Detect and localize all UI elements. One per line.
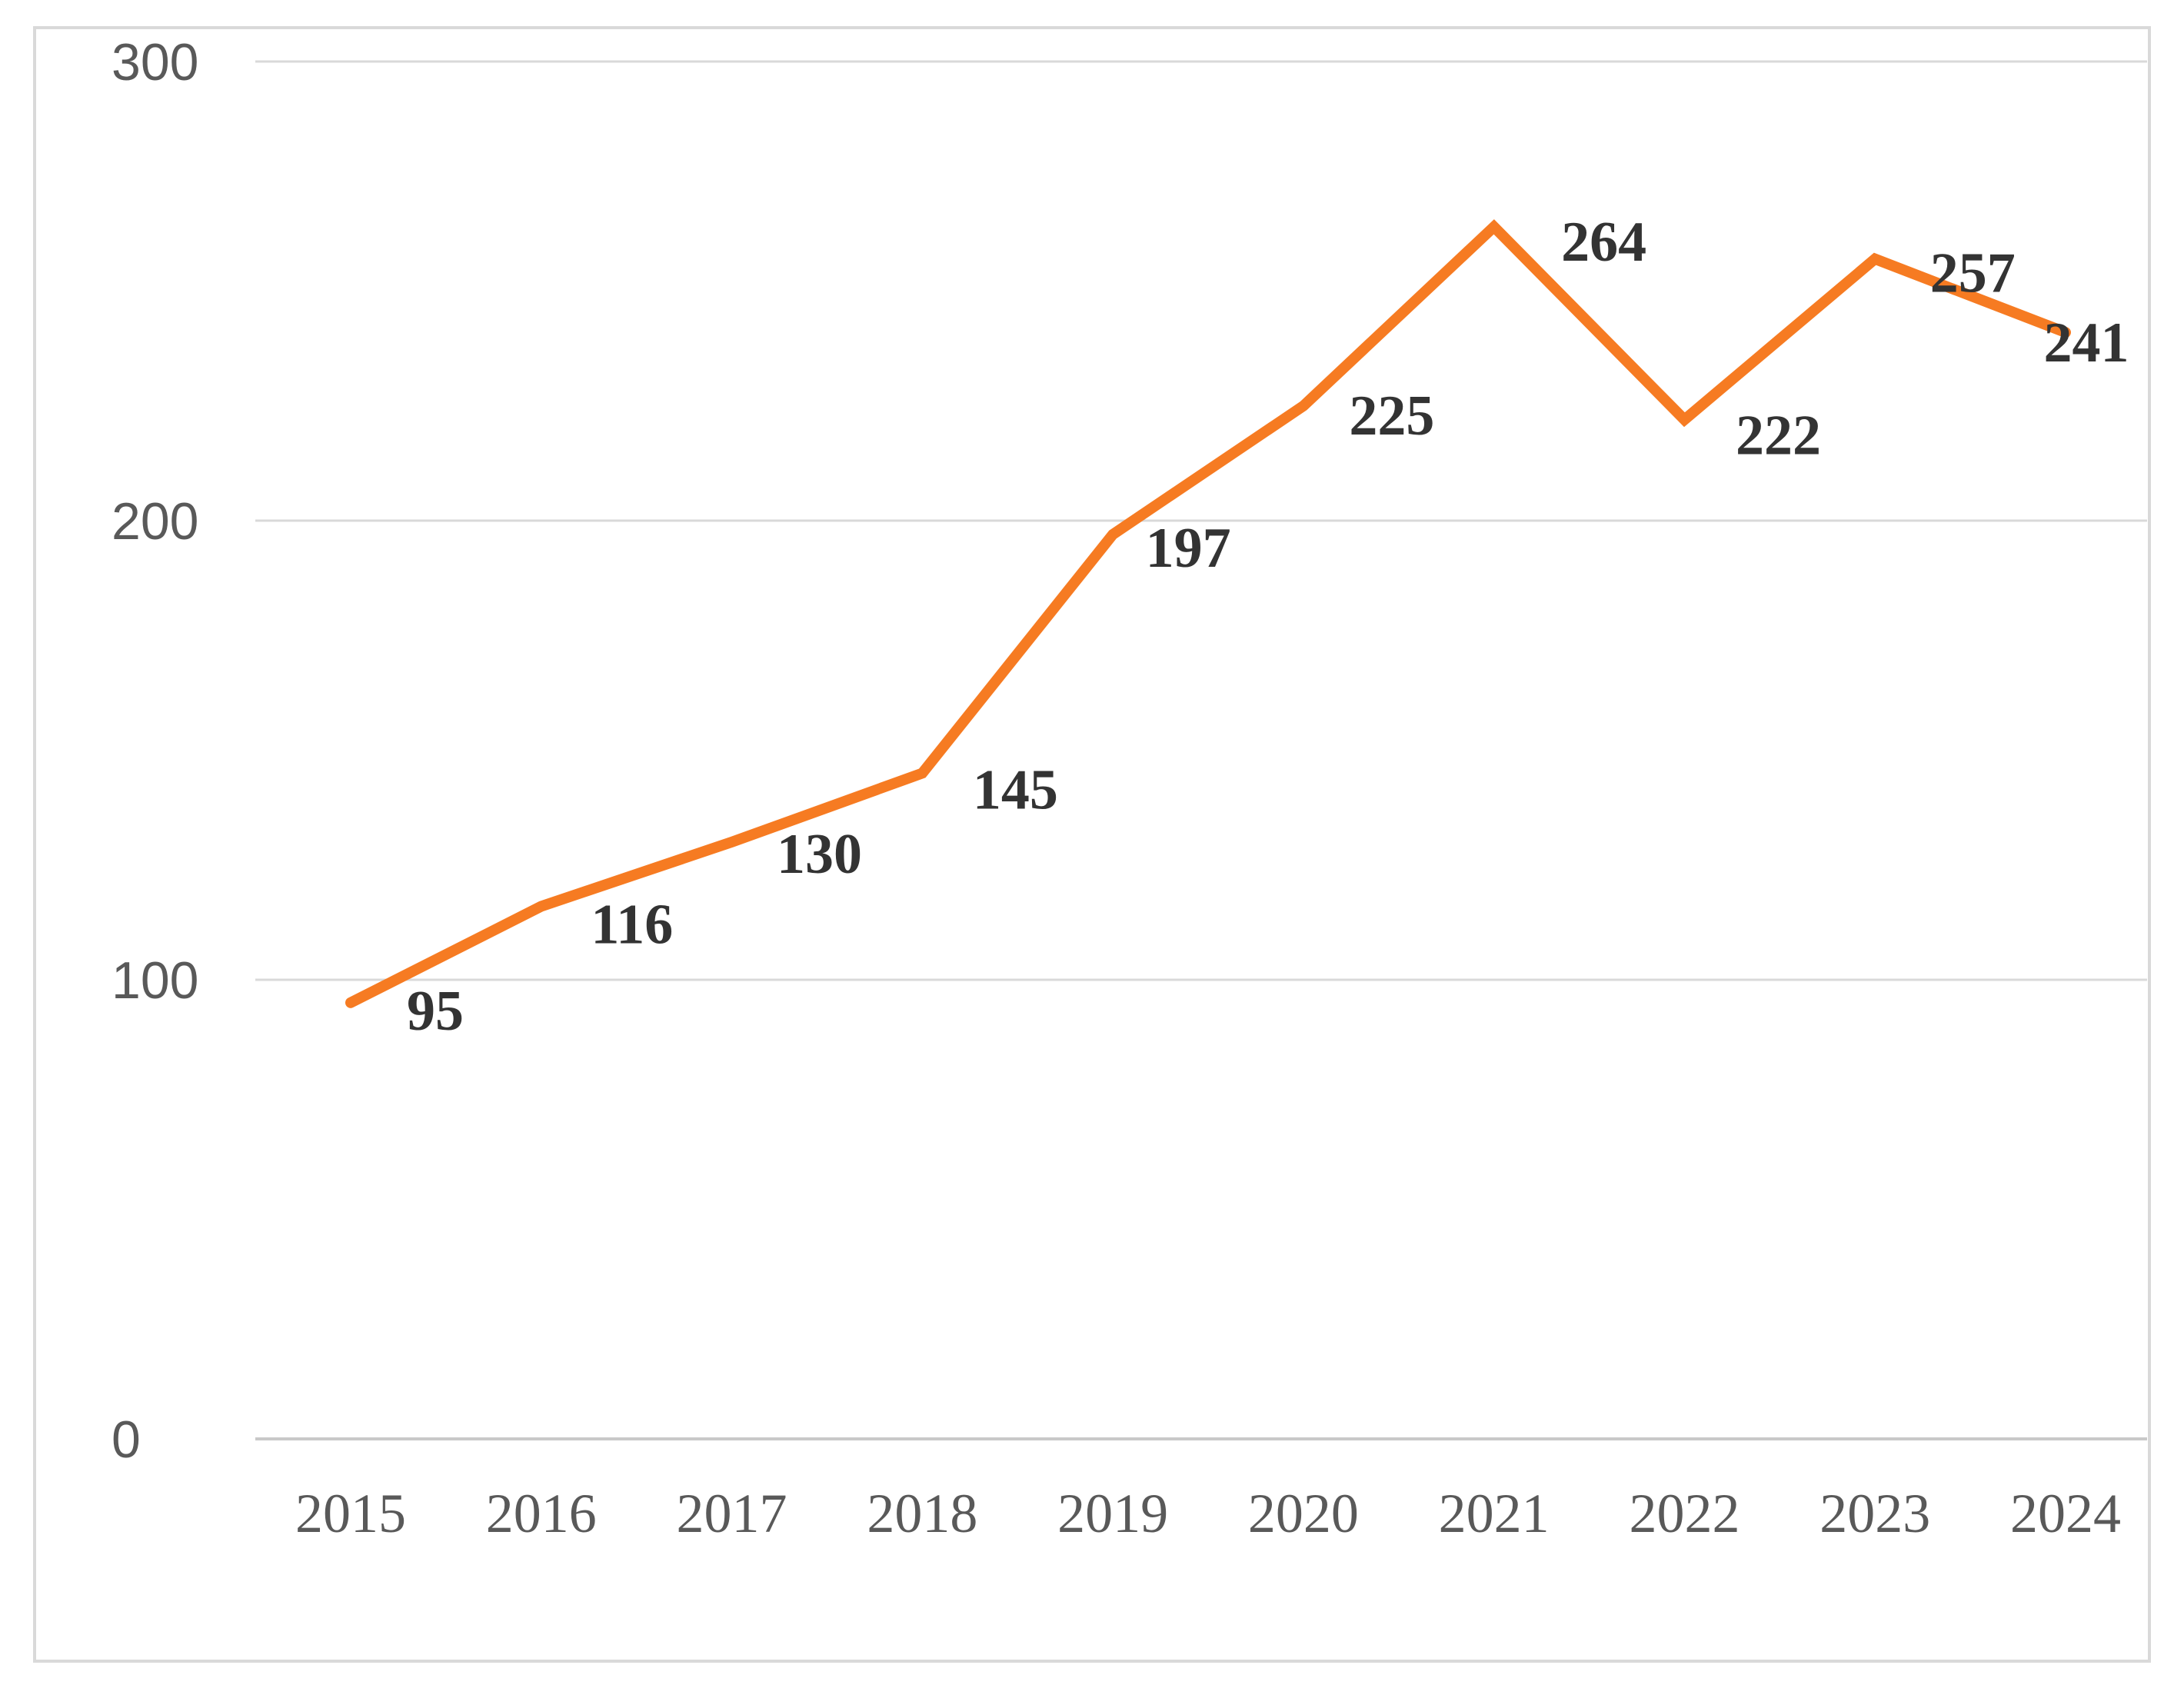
x-tick-label: 2023 [1819,1483,1930,1544]
x-tick-label: 2015 [295,1483,406,1544]
series-line [345,219,2071,1008]
data-label: 145 [973,758,1058,821]
y-tick-label: 300 [112,33,198,92]
x-tick-label: 2020 [1248,1483,1359,1544]
x-tick-label: 2016 [486,1483,597,1544]
data-label: 257 [1930,242,2016,305]
y-tick-label: 100 [112,951,198,1010]
y-tick-label: 200 [112,492,198,551]
data-label: 116 [591,893,673,956]
data-label: 197 [1146,517,1231,580]
data-label: 130 [777,823,862,886]
x-tick-label: 2021 [1439,1483,1550,1544]
x-tick-label: 2018 [867,1483,977,1544]
x-tick-label: 2022 [1629,1483,1740,1544]
y-tick-label: 0 [112,1410,141,1469]
chart-border [33,26,2151,1663]
data-label: 95 [407,980,464,1043]
data-label: 225 [1349,385,1434,448]
data-label: 241 [2044,311,2129,375]
data-label: 264 [1561,211,1646,274]
data-label: 222 [1736,405,1821,468]
x-tick-label: 2019 [1057,1483,1168,1544]
x-tick-label: 2024 [2010,1483,2121,1544]
x-tick-label: 2017 [677,1483,787,1544]
